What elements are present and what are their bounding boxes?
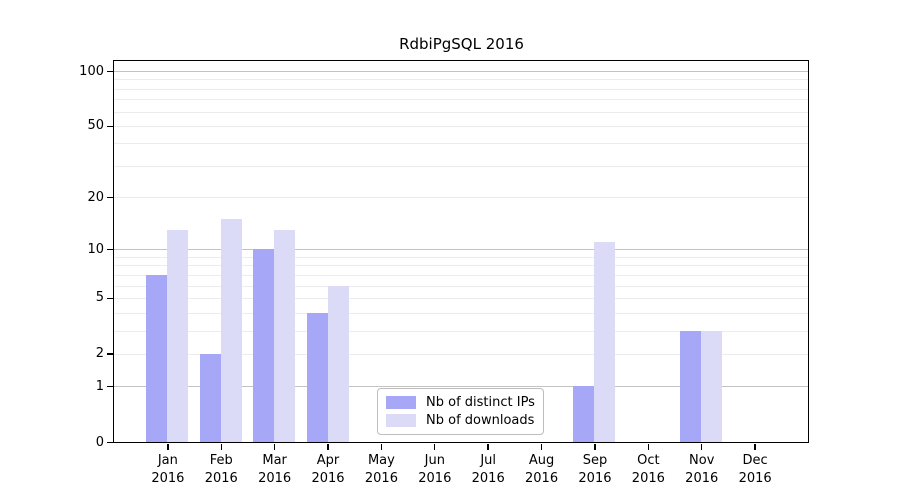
bar-nb-of-distinct-ips-mar [253, 249, 275, 442]
x-axis-tick [434, 444, 436, 450]
bar-nb-of-distinct-ips-feb [199, 353, 221, 442]
x-axis-tick [220, 444, 222, 450]
x-axis-tick [487, 444, 489, 450]
gridline-minor [114, 353, 808, 355]
y-axis-tick [107, 249, 113, 251]
gridline-minor [114, 297, 808, 299]
y-axis-tick [107, 297, 113, 300]
bar-nb-of-distinct-ips-jan [146, 274, 168, 442]
bar-nb-of-downloads-feb [220, 219, 242, 442]
x-axis-tick [380, 444, 383, 450]
y-axis-tick-label: 50 [87, 118, 104, 134]
y-axis-tick [107, 386, 113, 388]
gridline-minor [114, 165, 808, 167]
gridline-minor [114, 312, 808, 314]
y-axis-tick [107, 125, 113, 128]
gridline-minor [114, 265, 808, 267]
y-axis-tick-label: 5 [95, 290, 104, 306]
gridline-major [114, 249, 808, 251]
x-axis-tick [540, 444, 543, 450]
x-axis-tick-label: Jul 2016 [471, 453, 505, 486]
gridline-minor [114, 197, 808, 199]
gridline-minor [114, 79, 808, 81]
y-axis-tick-label: 100 [79, 63, 104, 79]
gridline-minor [114, 88, 808, 90]
x-axis-tick [273, 444, 276, 450]
chart-title: RdbiPgSQL 2016 [399, 35, 524, 53]
x-axis-tick-label: Dec 2016 [738, 453, 772, 486]
x-axis-tick [647, 444, 650, 450]
gridline-minor [114, 285, 808, 287]
x-axis-tick-label: Jun 2016 [418, 453, 452, 486]
bar-nb-of-downloads-nov [701, 330, 723, 442]
legend-swatch-downloads-icon [386, 414, 416, 427]
legend-label-distinct-ips: Nb of distinct IPs [426, 395, 535, 410]
bar-nb-of-downloads-apr [327, 285, 349, 442]
x-axis-tick [754, 444, 756, 450]
bar-nb-of-distinct-ips-nov [680, 330, 702, 442]
y-axis-tick-label: 2 [95, 346, 104, 362]
gridline-minor [114, 330, 808, 332]
gridline-minor [114, 111, 808, 113]
gridline-major [114, 71, 808, 72]
x-axis-tick-label: May 2016 [364, 453, 398, 486]
gridline-minor [114, 274, 808, 276]
bar-nb-of-downloads-mar [274, 229, 296, 442]
x-axis-tick-label: Nov 2016 [685, 453, 719, 486]
y-axis-tick-label: 0 [95, 434, 104, 450]
bar-nb-of-distinct-ips-apr [306, 312, 328, 442]
y-axis-tick [107, 353, 113, 355]
legend-item-downloads: Nb of downloads [386, 412, 535, 429]
x-axis-tick [701, 444, 703, 450]
x-axis-tick-label: Aug 2016 [525, 453, 559, 486]
bar-nb-of-distinct-ips-sep [573, 386, 595, 442]
y-axis-tick-label: 20 [87, 189, 104, 205]
legend-item-distinct-ips: Nb of distinct IPs [386, 394, 535, 411]
x-axis-tick-label: Feb 2016 [204, 453, 238, 486]
legend-label-downloads: Nb of downloads [426, 413, 535, 428]
x-axis-tick [594, 444, 596, 450]
x-axis-tick-label: Jan 2016 [151, 453, 185, 486]
gridline-minor [114, 99, 808, 101]
y-axis-tick-label: 10 [87, 241, 104, 257]
x-axis-tick [327, 444, 329, 450]
y-axis-tick [107, 70, 113, 73]
y-axis-tick [107, 441, 113, 444]
bar-nb-of-downloads-sep [594, 242, 616, 442]
x-axis-tick [167, 444, 169, 450]
x-axis-tick-label: Sep 2016 [578, 453, 612, 486]
gridline-minor [114, 125, 808, 127]
x-axis-tick-label: Apr 2016 [311, 453, 345, 486]
legend-swatch-distinct-ips-icon [386, 396, 416, 409]
plot-area [113, 60, 809, 443]
legend: Nb of distinct IPs Nb of downloads [377, 388, 544, 435]
bar-nb-of-downloads-jan [167, 229, 189, 442]
y-axis-tick-label: 1 [95, 378, 104, 394]
x-axis-tick-label: Oct 2016 [631, 453, 665, 486]
gridline-major [114, 386, 808, 388]
gridline-minor [114, 143, 808, 145]
x-axis-tick-label: Mar 2016 [258, 453, 292, 486]
gridline-minor [114, 256, 808, 258]
y-axis-tick [107, 197, 113, 199]
